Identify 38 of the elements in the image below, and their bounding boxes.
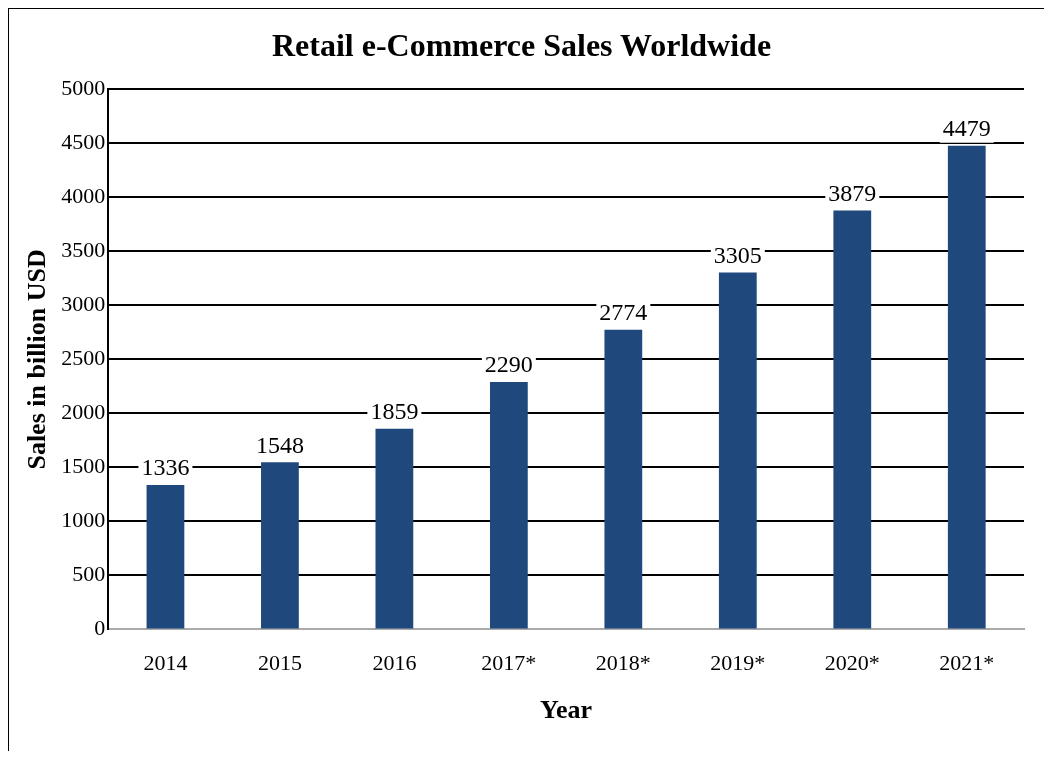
bar bbox=[604, 329, 643, 629]
data-label: 3305 bbox=[713, 241, 762, 268]
y-axis-title: Sales in billion USD bbox=[22, 249, 52, 470]
y-tick-label: 0 bbox=[94, 615, 106, 641]
y-tick-label: 1000 bbox=[61, 507, 106, 533]
y-tick-label: 3000 bbox=[61, 291, 106, 317]
bar bbox=[833, 210, 872, 629]
x-axis-title: Year bbox=[540, 695, 593, 725]
x-tick-label: 2020* bbox=[824, 650, 880, 676]
y-tick-label: 2500 bbox=[61, 345, 106, 371]
y-tick-label: 1500 bbox=[61, 453, 106, 479]
bar bbox=[375, 428, 414, 629]
x-tick-label: 2014 bbox=[143, 650, 188, 676]
bar bbox=[261, 462, 299, 629]
x-tick-label: 2021* bbox=[939, 650, 995, 676]
x-tick-label: 2016 bbox=[372, 650, 417, 676]
data-label: 3879 bbox=[828, 179, 877, 206]
chart-title: Retail e-Commerce Sales Worldwide bbox=[271, 27, 772, 64]
x-tick-label: 2017* bbox=[481, 650, 537, 676]
data-label: 4479 bbox=[942, 114, 991, 141]
data-label: 1548 bbox=[255, 431, 304, 458]
y-tick-label: 2000 bbox=[61, 399, 106, 425]
y-tick-label: 5000 bbox=[61, 75, 106, 101]
bar bbox=[947, 145, 986, 629]
y-tick-label: 500 bbox=[72, 561, 106, 587]
bar bbox=[489, 382, 528, 629]
y-tick-label: 3500 bbox=[61, 237, 106, 263]
data-label: 1859 bbox=[370, 397, 419, 424]
data-label: 1336 bbox=[141, 454, 190, 481]
bar bbox=[718, 272, 757, 629]
y-tick-label: 4000 bbox=[61, 183, 106, 209]
y-tick-label: 4500 bbox=[61, 129, 106, 155]
x-tick-label: 2018* bbox=[595, 650, 651, 676]
bar bbox=[146, 485, 185, 629]
x-tick-label: 2019* bbox=[710, 650, 766, 676]
data-label: 2290 bbox=[484, 351, 533, 378]
x-tick-label: 2015 bbox=[257, 650, 302, 676]
data-label: 2774 bbox=[599, 299, 648, 326]
